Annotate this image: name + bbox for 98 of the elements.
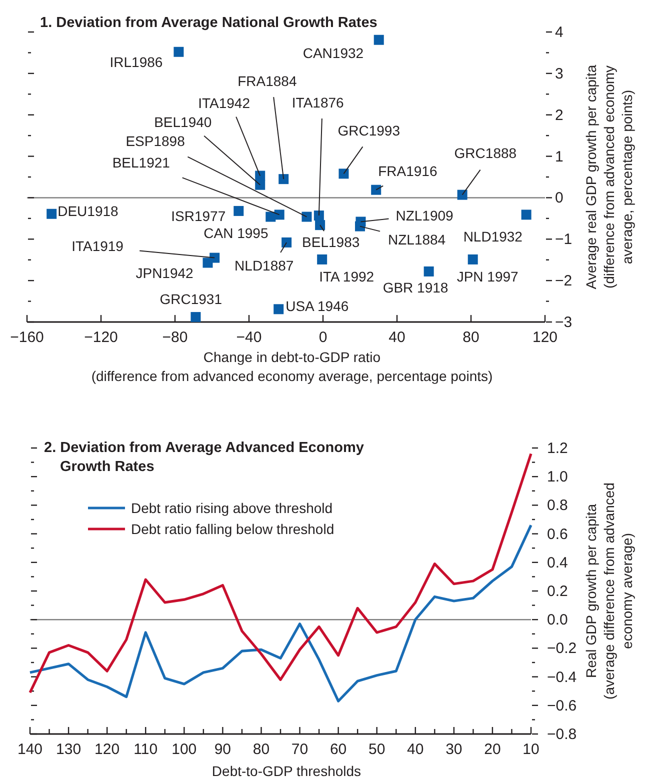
y-tick-label: 0.2 — [547, 583, 568, 600]
y-tick-label: 0 — [555, 190, 564, 207]
annotation: FRA1916 — [378, 162, 438, 179]
annotation: NLD1887 — [234, 257, 294, 274]
annotation: NLD1932 — [463, 228, 523, 245]
y-tick-label: 2 — [555, 106, 564, 124]
y-tick-label: 3 — [555, 65, 564, 82]
point — [314, 210, 324, 221]
annotation: ISR1977 — [171, 208, 226, 224]
x-tick-label: −160 — [10, 329, 44, 346]
point — [374, 34, 384, 45]
x-tick-label: 140 — [17, 741, 43, 758]
y-tick-label: −0.4 — [547, 668, 577, 686]
x-tick-label: −120 — [84, 329, 118, 346]
legend-label: Debt ratio rising above threshold — [131, 500, 333, 516]
y-tick-label: −2 — [555, 272, 572, 290]
annotation: GRC1888 — [454, 144, 517, 161]
point — [274, 304, 284, 314]
x-axis-title: Change in debt-to-GDP ratio (difference from advanced economy average, percentage points) — [91, 349, 493, 384]
x-tick-label: 0 — [318, 329, 328, 346]
chart-title: 2. Deviation from Average Advanced Economy Growth Rates — [44, 440, 364, 475]
point — [468, 254, 478, 264]
x-tick-label: 60 — [330, 741, 347, 758]
y-tick-label: 0.0 — [547, 612, 568, 629]
annotation: CAN1932 — [302, 44, 364, 61]
y-axis-title: Average real GDP growth per capita (difference from advanced economy average, percentage points) — [583, 64, 635, 290]
y-tick-label: −0.2 — [547, 640, 577, 658]
annotation: GRC1931 — [160, 291, 222, 308]
point — [424, 266, 434, 276]
point — [202, 258, 213, 268]
x-tick-label: 40 — [388, 329, 406, 346]
point — [174, 46, 184, 57]
legend-label: Debt ratio falling below threshold — [131, 521, 334, 537]
x-tick-label: 120 — [532, 329, 558, 346]
x-tick-label: 30 — [446, 741, 462, 758]
point — [266, 212, 276, 222]
point — [282, 237, 292, 248]
annotation: BEL1921 — [112, 154, 170, 171]
annotation: ITA1942 — [198, 94, 250, 111]
point — [355, 221, 365, 232]
y-tick-label: −0.6 — [547, 697, 577, 714]
annotation: CAN 1995 — [204, 224, 268, 241]
annotation: FRA1884 — [238, 73, 297, 90]
point — [255, 180, 266, 190]
point — [190, 312, 201, 322]
x-tick-label: 80 — [252, 741, 270, 758]
annotation: GBR 1918 — [382, 279, 448, 296]
annotation: BEL1940 — [154, 114, 212, 130]
x-tick-label: 80 — [462, 329, 480, 346]
y-tick-label: 0.8 — [547, 497, 568, 514]
annotation: NZL1884 — [388, 231, 446, 248]
point — [338, 168, 349, 179]
y-tick-label: 4 — [555, 24, 564, 41]
y-tick-label: −1 — [555, 231, 572, 248]
y-tick-label: 1.2 — [547, 440, 568, 457]
x-tick-label: 40 — [407, 741, 424, 758]
point — [521, 210, 532, 220]
annotation: IRL1986 — [110, 54, 163, 70]
annotation: ITA 1992 — [319, 268, 374, 284]
x-tick-label: 10 — [522, 741, 540, 758]
annotation: GRC1993 — [338, 122, 400, 139]
point — [234, 206, 244, 216]
point — [302, 212, 312, 222]
annotation: JPN 1997 — [456, 268, 519, 284]
annotation: USA 1946 — [286, 298, 349, 314]
x-tick-label: 130 — [56, 741, 82, 758]
x-tick-label: −40 — [236, 329, 262, 346]
x-tick-label: −80 — [162, 329, 188, 346]
annotation: ESP1898 — [126, 132, 186, 149]
annotation: ITA1919 — [72, 238, 124, 254]
annotation: BEL1983 — [302, 234, 360, 250]
point — [317, 254, 328, 264]
x-tick-label: 110 — [134, 741, 158, 758]
point — [315, 220, 326, 230]
annotation: ITA1876 — [292, 94, 344, 111]
x-tick-label: 50 — [368, 741, 386, 758]
x-axis-title: Debt-to-GDP thresholds — [212, 763, 362, 778]
chart-title: 1. Deviation from Average National Growth Rates — [40, 15, 378, 31]
x-tick-label: 70 — [291, 741, 308, 758]
line-series — [28, 524, 532, 702]
annotation: JPN1942 — [136, 264, 194, 281]
y-tick-label: −3 — [555, 314, 572, 331]
point — [278, 174, 289, 184]
annotation: DEU1918 — [58, 202, 119, 219]
y-tick-label: 1.0 — [547, 468, 568, 486]
point — [371, 184, 382, 195]
y-tick-label: −0.8 — [547, 726, 577, 743]
x-tick-label: 100 — [172, 741, 197, 758]
y-tick-label: 0.6 — [547, 526, 568, 543]
annotation: NZL1909 — [396, 208, 454, 224]
point — [457, 190, 468, 200]
y-axis-title: Real GDP growth per capita (average difference from advanced economy average) — [583, 482, 635, 700]
point — [46, 208, 57, 219]
x-tick-label: 120 — [94, 741, 120, 758]
x-tick-label: 90 — [214, 741, 232, 758]
y-tick-label: 1 — [555, 148, 564, 166]
y-tick-label: 0.4 — [547, 554, 568, 572]
x-tick-label: 20 — [484, 741, 501, 758]
